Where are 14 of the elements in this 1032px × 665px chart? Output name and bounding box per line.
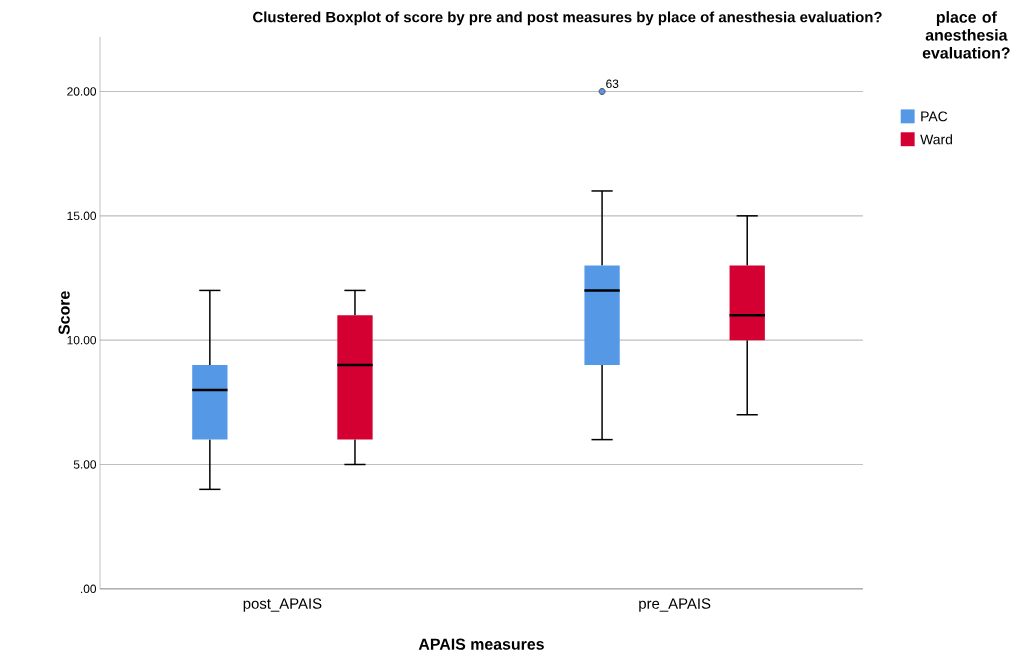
- y-axis-title: Score: [58, 291, 70, 335]
- legend-title: place of anesthesia evaluation?: [922, 10, 1010, 59]
- legend-label: PAC: [921, 111, 948, 122]
- x-tick-label: post_APAIS: [243, 598, 322, 612]
- annotation: 63: [606, 79, 619, 88]
- legend-label: Ward: [920, 133, 952, 145]
- y-tick-label: 5.00: [73, 460, 97, 469]
- y-tick-label: 10.00: [67, 335, 97, 345]
- x-tick-label: pre_APAIS: [639, 598, 711, 612]
- x-axis-title: APAIS measures: [418, 638, 544, 650]
- y-tick-label: 20.00: [67, 87, 97, 96]
- y-tick-label: .00: [81, 584, 97, 593]
- chart-title: Clustered Boxplot of score by pre and post measures by place of anesthesia evaluation?: [253, 11, 882, 26]
- y-tick-label: 15.00: [67, 211, 97, 220]
